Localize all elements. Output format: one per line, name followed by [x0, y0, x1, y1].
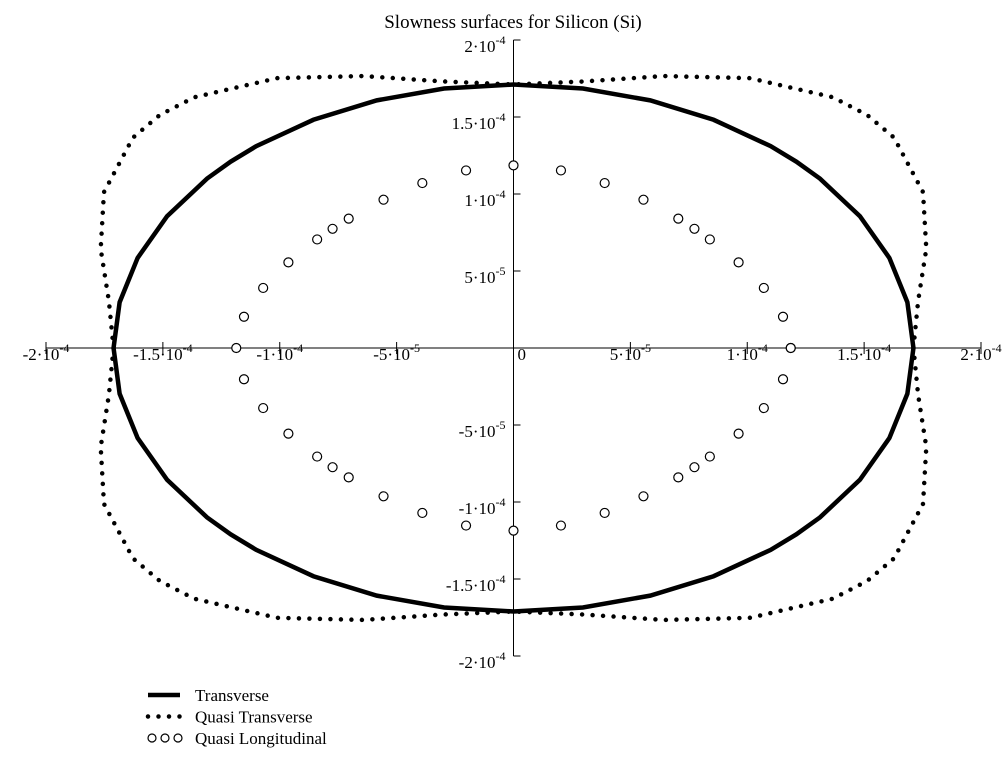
data-point	[231, 342, 242, 354]
chart-title: Slowness surfaces for Silicon (Si)	[384, 12, 642, 33]
data-point	[378, 491, 389, 502]
data-point	[343, 472, 354, 483]
data-point	[689, 223, 700, 234]
data-point	[312, 234, 323, 245]
y-tick-label: 2·10-4	[464, 33, 505, 56]
x-tick-label: -1·10-4	[256, 341, 303, 364]
data-point	[704, 234, 715, 245]
x-tick-label: -1.5·10-4	[133, 341, 193, 364]
data-point	[599, 507, 610, 519]
data-point	[508, 160, 519, 171]
data-point	[258, 282, 269, 294]
data-point	[460, 165, 472, 176]
x-tick-label: -5·10-5	[373, 341, 420, 364]
data-point	[378, 194, 389, 205]
data-point	[638, 194, 649, 205]
data-point	[238, 311, 250, 322]
series-line	[98, 73, 929, 623]
legend-marker	[160, 733, 170, 743]
y-tick-label: -1.5·10-4	[446, 572, 506, 595]
data-point	[758, 282, 769, 294]
data-point	[777, 311, 789, 322]
data-point	[689, 462, 700, 473]
y-tick-label: -1·10-4	[459, 495, 506, 518]
data-point	[758, 402, 769, 414]
data-point	[417, 507, 428, 519]
y-tick-label: 1·10-4	[464, 187, 505, 210]
legend-label: Quasi Transverse	[195, 708, 313, 727]
x-tick-label: 1·10-4	[727, 341, 768, 364]
data-point	[733, 257, 744, 268]
y-tick-label: 1.5·10-4	[452, 110, 506, 133]
x-tick-label: 2·10-4	[960, 341, 1001, 364]
data-point	[460, 520, 472, 531]
data-point	[417, 177, 428, 189]
legend-marker	[173, 733, 183, 743]
data-point	[599, 177, 610, 189]
x-tick-label: 1.5·10-4	[837, 341, 891, 364]
y-tick-label: -5·10-5	[459, 418, 506, 441]
data-point	[555, 520, 567, 531]
x-tick-label: -2·10-4	[23, 341, 70, 364]
data-point	[704, 451, 715, 462]
data-point	[673, 472, 684, 483]
y-tick-label: 5·10-5	[464, 264, 505, 287]
data-point	[555, 165, 567, 176]
data-point	[238, 374, 250, 385]
data-point	[283, 428, 294, 439]
data-point	[733, 428, 744, 439]
x-tick-label: 0	[518, 345, 527, 364]
data-point	[327, 462, 338, 473]
x-tick-label: 5·10-5	[610, 341, 651, 364]
data-point	[638, 491, 649, 502]
data-point	[258, 402, 269, 414]
data-point	[283, 257, 294, 268]
data-point	[785, 342, 796, 354]
legend-label: Quasi Longitudinal	[195, 729, 327, 748]
data-point	[508, 525, 519, 536]
data-point	[343, 213, 354, 224]
y-tick-label: -2·10-4	[459, 649, 506, 672]
data-point	[312, 451, 323, 462]
legend-marker	[147, 733, 157, 743]
data-point	[673, 213, 684, 224]
legend-label: Transverse	[195, 686, 269, 705]
data-point	[327, 223, 338, 234]
data-point	[777, 374, 789, 385]
